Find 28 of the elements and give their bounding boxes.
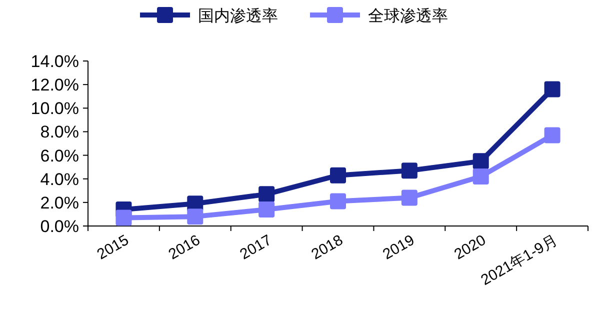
legend-label: 国内渗透率	[198, 7, 278, 25]
y-tick-label: 2.0%	[40, 193, 79, 212]
point	[258, 202, 275, 218]
y-tick-label: 6.0%	[40, 146, 79, 166]
point	[116, 210, 132, 226]
point	[330, 167, 346, 184]
y-tick-label: 10.0%	[30, 99, 79, 118]
point	[401, 162, 418, 179]
point	[401, 190, 418, 206]
point	[472, 168, 489, 184]
y-tick-label: 12.0%	[30, 76, 79, 95]
point	[258, 186, 275, 202]
y-tick-label: 0.0%	[40, 217, 79, 236]
x-tick-label: 2018	[308, 232, 346, 264]
y-tick-label: 8.0%	[40, 122, 79, 142]
point	[544, 81, 560, 98]
x-tick-label: 2019	[380, 232, 418, 264]
y-tick-label: 14.0%	[30, 52, 79, 71]
x-tick-label: 2015	[94, 232, 132, 264]
x-tick-label: 2016	[166, 232, 204, 264]
legend-label: 全球渗透率	[368, 7, 448, 25]
y-tick-label: 4.0%	[40, 170, 79, 189]
x-tick-label: 2020	[451, 232, 489, 264]
point	[544, 127, 560, 144]
x-tick-label: 2017	[237, 232, 275, 264]
point	[187, 208, 204, 225]
point	[472, 153, 489, 170]
point	[330, 193, 346, 210]
